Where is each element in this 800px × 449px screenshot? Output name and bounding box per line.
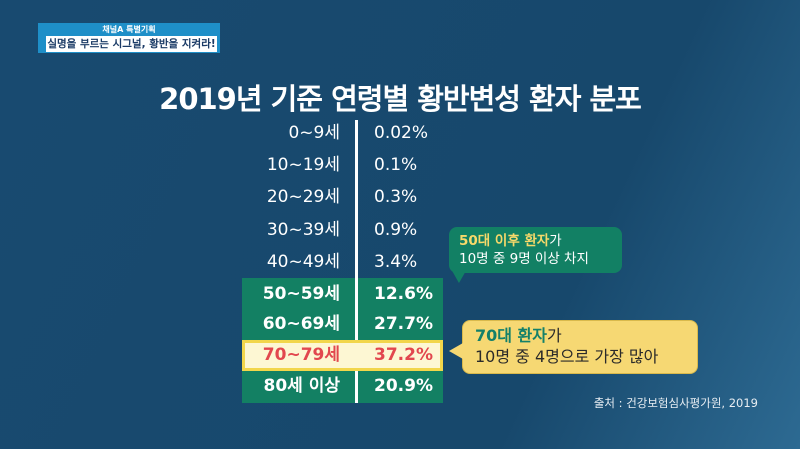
age-label: 30~39세 [266, 220, 340, 240]
pct-value: 0.1% [374, 155, 418, 175]
source-note: 출처 : 건강보험심사평가원, 2019 [593, 396, 758, 410]
callout-70s: 70대 환자가 10명 중 4명으로 가장 많아 [449, 320, 698, 374]
age-label: 20~29세 [266, 187, 340, 207]
pct-value: 27.7% [374, 314, 433, 334]
pct-value: 0.9% [374, 220, 418, 240]
table-row: 10~19세 0.1% [242, 150, 443, 181]
age-label: 10~19세 [266, 155, 340, 175]
pct-value: 20.9% [374, 376, 433, 396]
pct-value: 37.2% [374, 345, 433, 365]
table-row: 0~9세 0.02% [242, 118, 443, 149]
table-row-highlighted: 70~79세 37.2% [242, 340, 443, 371]
table-row: 50~59세 12.6% [242, 279, 443, 310]
callout-text: 가 [549, 233, 562, 249]
pct-value: 12.6% [374, 284, 433, 304]
callout-50plus: 50대 이후 환자가 10명 중 9명 이상 차지 [449, 227, 622, 273]
program-badge: 채널A 특별기획 실명을 부르는 시그널, 황반을 지켜라! [38, 23, 220, 53]
callout-line2: 10명 중 4명으로 가장 많아 [475, 347, 659, 366]
table-row: 40~49세 3.4% [242, 247, 443, 278]
age-label: 60~69세 [262, 314, 340, 334]
table-row: 60~69세 27.7% [242, 309, 443, 340]
callout-highlight: 50대 이후 환자 [459, 233, 550, 249]
age-label: 40~49세 [266, 252, 340, 272]
program-subtitle: 실명을 부르는 시그널, 황반을 지켜라! [46, 36, 217, 52]
table-row: 30~39세 0.9% [242, 215, 443, 246]
pct-value: 0.02% [374, 123, 429, 143]
pct-value: 3.4% [374, 252, 418, 272]
callout-line2: 10명 중 9명 이상 차지 [459, 251, 589, 267]
age-label: 50~59세 [262, 284, 340, 304]
callout-highlight: 70대 환자 [475, 326, 547, 345]
age-label: 80세 이상 [263, 376, 341, 396]
callout-text: 가 [547, 326, 562, 345]
age-label: 70~79세 [262, 345, 340, 365]
table-row: 20~29세 0.3% [242, 182, 443, 213]
channel-label: 채널A 특별기획 [102, 25, 156, 34]
age-label: 0~9세 [288, 123, 340, 143]
table-row: 80세 이상 20.9% [242, 371, 443, 402]
page-title: 2019년 기준 연령별 황반변성 환자 분포 [159, 82, 642, 116]
divider-line [355, 120, 358, 403]
pct-value: 0.3% [374, 187, 418, 207]
